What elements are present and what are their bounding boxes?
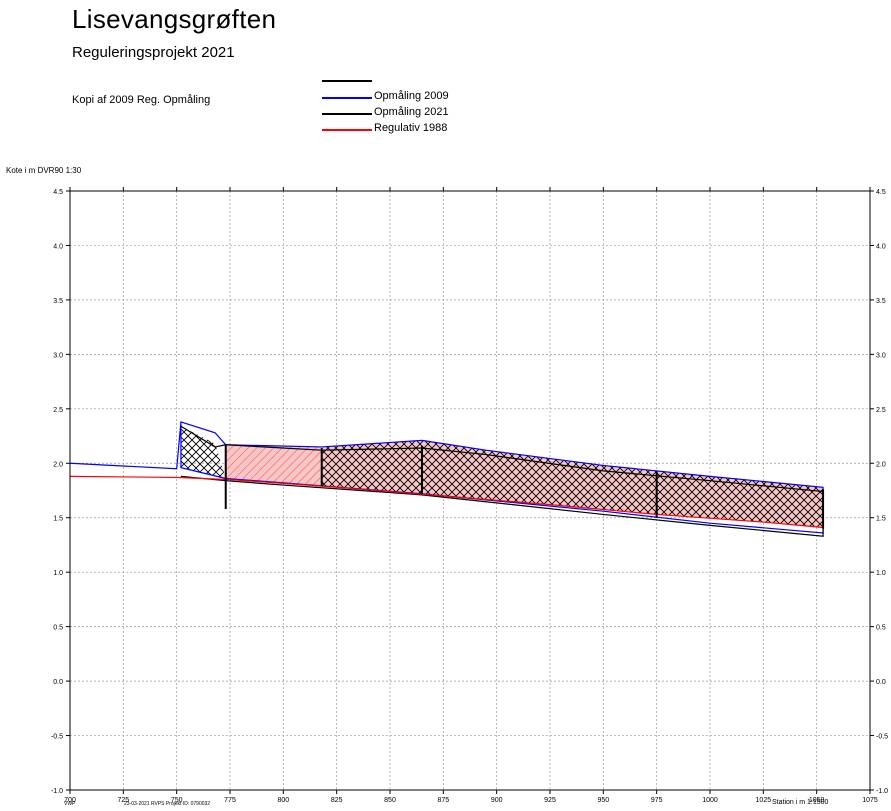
x-tick-label: 875 (437, 797, 449, 804)
y-tick-label: 1.5 (53, 516, 63, 523)
y-tick-label-right: 3.0 (876, 352, 886, 359)
legend-swatch-red (322, 129, 372, 131)
x-axis-label: Station i m 1:1500 (772, 799, 829, 806)
y-tick-label: 3.0 (53, 352, 63, 359)
legend-label: Regulativ 1988 (374, 122, 448, 134)
legend-swatch-black (322, 113, 372, 115)
y-tick-label-right: -1.0 (876, 788, 888, 795)
y-tick-label-right: -0.5 (876, 734, 888, 741)
chart-subtitle: Reguleringsprojekt 2021 (72, 44, 235, 61)
y-tick-label-right: 4.0 (876, 243, 886, 250)
area-hatch (225, 444, 322, 487)
chart-title: Lisevangsgrøften (72, 4, 277, 34)
x-tick-label: 725 (117, 797, 129, 804)
y-tick-label-right: 0.0 (876, 679, 886, 686)
y-axis-label: Kote i m DVR90 1:30 (6, 166, 82, 175)
x-tick-label: 900 (491, 797, 503, 804)
note-text: Kopi af 2009 Reg. Opmåling (72, 94, 211, 106)
y-tick-label: -1.0 (51, 788, 63, 795)
y-tick-label: 0.5 (53, 625, 63, 632)
x-tick-label: 825 (331, 797, 343, 804)
x-tick-label: 700 (64, 797, 76, 804)
x-tick-label: 850 (384, 797, 396, 804)
x-tick-label: 1025 (756, 797, 772, 804)
x-tick-label: 950 (597, 797, 609, 804)
y-tick-label: 4.5 (53, 189, 63, 196)
x-tick-label: 1075 (862, 797, 878, 804)
y-tick-label-right: 4.5 (876, 189, 886, 196)
y-tick-label: -0.5 (51, 734, 63, 741)
y-tick-label-right: 2.5 (876, 407, 886, 414)
legend-swatch-blue (322, 97, 372, 99)
area-hatch (321, 440, 824, 528)
y-tick-label-right: 1.0 (876, 570, 886, 577)
footer-mid-text: 23-03-2021 RVPS Projekt ID: 0790032 (124, 801, 211, 807)
x-tick-label: 775 (224, 797, 236, 804)
x-tick-label: 1050 (809, 797, 825, 804)
y-tick-label-right: 2.0 (876, 461, 886, 468)
footer-left-text: VWP (64, 801, 76, 807)
y-tick-label-right: 0.5 (876, 625, 886, 632)
y-tick-label: 2.5 (53, 407, 63, 414)
legend: Opmåling 2009 Opmåling 2021 Regulativ 19… (322, 70, 572, 160)
y-tick-label: 3.5 (53, 298, 63, 305)
y-tick-label: 1.0 (53, 570, 63, 577)
y-tick-label-right: 3.5 (876, 298, 886, 305)
x-tick-label: 925 (544, 797, 556, 804)
legend-header-line (322, 80, 372, 82)
x-tick-label: 1000 (702, 797, 718, 804)
x-tick-label: 975 (651, 797, 663, 804)
x-tick-label: 800 (277, 797, 289, 804)
series-line-1 (180, 425, 824, 537)
y-tick-label-right: 1.5 (876, 516, 886, 523)
legend-label: Opmåling 2009 (374, 90, 449, 102)
y-tick-label: 2.0 (53, 461, 63, 468)
y-tick-label: 0.0 (53, 679, 63, 686)
series-line-2 (69, 475, 824, 529)
legend-label: Opmåling 2021 (374, 106, 449, 118)
area-hatch-triangle (180, 426, 226, 479)
y-tick-label: 4.0 (53, 243, 63, 250)
x-tick-label: 750 (171, 797, 183, 804)
